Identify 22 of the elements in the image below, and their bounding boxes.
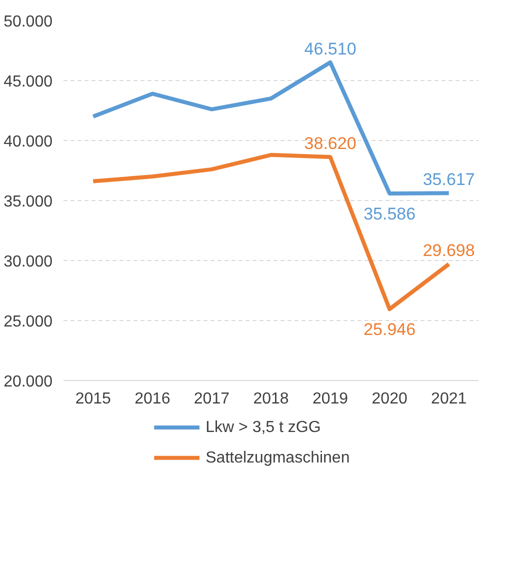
x-tick-label: 2021 — [431, 390, 467, 408]
data-label: 29.698 — [422, 241, 475, 260]
y-tick-label: 40.000 — [4, 134, 53, 150]
x-tick-label: 2019 — [312, 390, 348, 408]
y-tick-label: 45.000 — [4, 74, 53, 90]
y-tick-label: 50.000 — [4, 14, 53, 30]
x-tick-label: 2016 — [134, 390, 170, 408]
data-label: 38.620 — [304, 134, 356, 154]
y-tick-label: 25.000 — [4, 314, 53, 330]
data-label: 46.510 — [304, 39, 356, 58]
y-tick-label: 35.000 — [4, 194, 53, 210]
x-tick-label: 2015 — [75, 390, 112, 408]
data-label: 35.617 — [422, 170, 475, 190]
legend-label: Sattelzugmaschinen — [206, 449, 350, 466]
x-tick-label: 2018 — [253, 390, 289, 408]
x-tick-label: 2020 — [372, 390, 408, 408]
data-label: 35.586 — [364, 204, 416, 224]
legend-label: Lkw > 3,5 t zGG — [206, 419, 321, 436]
data-label: 25.946 — [364, 320, 416, 340]
y-tick-label: 30.000 — [4, 254, 53, 270]
x-tick-label: 2017 — [194, 390, 230, 408]
y-tick-label: 20.000 — [4, 374, 53, 390]
